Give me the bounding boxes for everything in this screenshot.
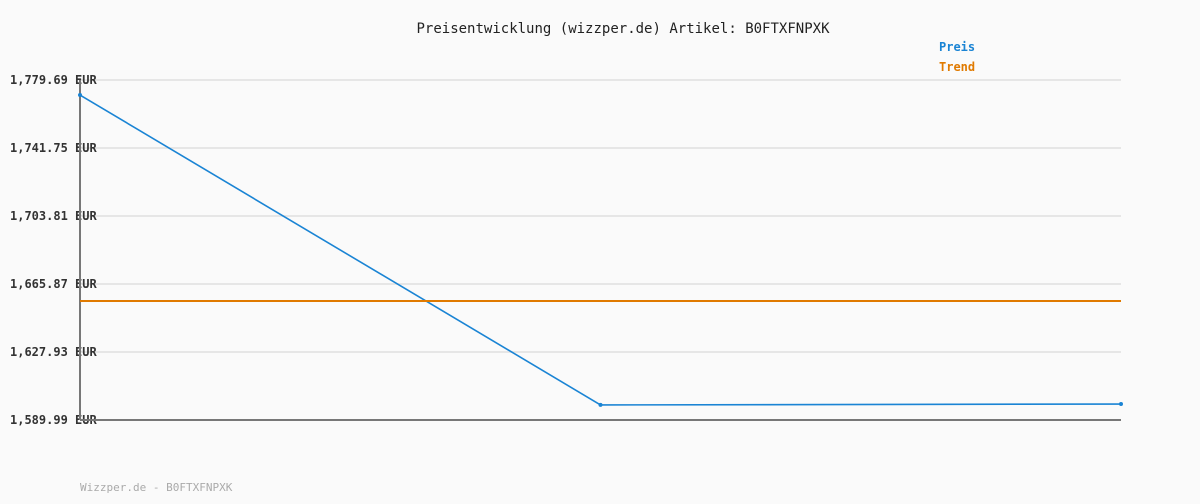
footer-text: Wizzper.de - B0FTXFNPXK [80,481,233,494]
legend-preis: Preis [939,40,975,54]
y-tick-label: 1,589.99 EUR [10,413,97,427]
y-tick-label: 1,627.93 EUR [10,345,97,359]
data-point [598,402,603,407]
y-tick-label: 1,703.81 EUR [10,209,97,223]
series-line-preis [79,94,1122,406]
chart-title: Preisentwicklung (wizzper.de) Artikel: B… [416,21,830,37]
data-point [78,93,82,98]
data-point [1119,402,1123,407]
y-tick-label: 1,779.69 EUR [10,73,97,87]
y-tick-label: 1,741.75 EUR [10,141,97,155]
y-tick-label: 1,665.87 EUR [10,277,97,291]
legend-trend: Trend [939,60,975,74]
